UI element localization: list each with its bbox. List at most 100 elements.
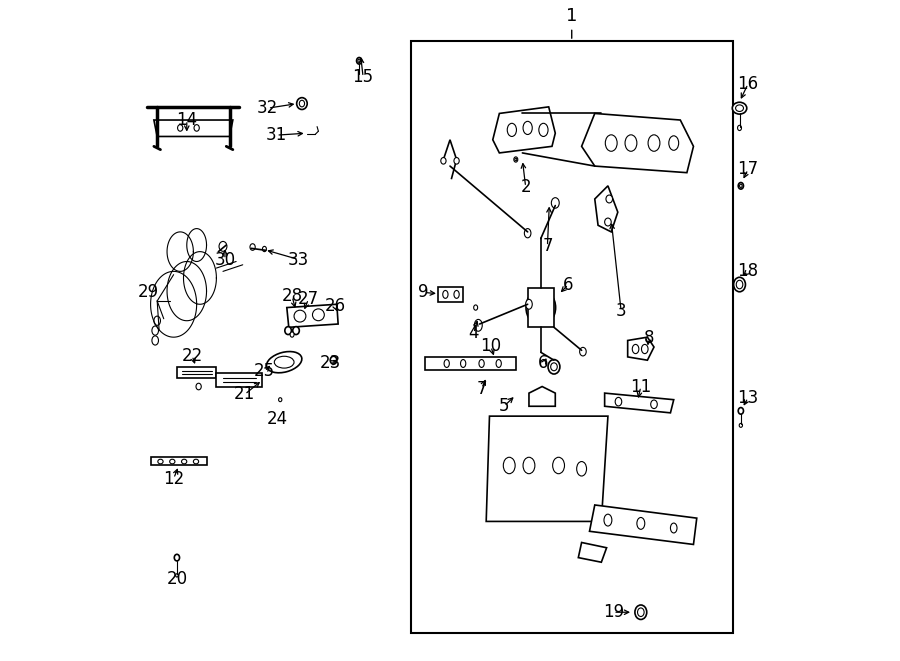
- Ellipse shape: [637, 608, 644, 617]
- Polygon shape: [529, 387, 555, 407]
- Ellipse shape: [473, 305, 478, 310]
- Ellipse shape: [669, 136, 679, 150]
- Polygon shape: [486, 416, 608, 522]
- Ellipse shape: [292, 327, 300, 334]
- Text: 25: 25: [254, 362, 275, 380]
- Text: 28: 28: [282, 288, 302, 305]
- Text: 33: 33: [288, 251, 310, 268]
- Ellipse shape: [196, 383, 202, 390]
- Ellipse shape: [616, 397, 622, 406]
- Ellipse shape: [300, 100, 304, 107]
- Ellipse shape: [526, 290, 555, 326]
- Ellipse shape: [637, 518, 644, 529]
- Polygon shape: [154, 120, 233, 136]
- Text: 23: 23: [320, 354, 341, 373]
- Polygon shape: [581, 114, 694, 173]
- Polygon shape: [579, 543, 607, 563]
- Ellipse shape: [625, 135, 637, 151]
- Ellipse shape: [514, 157, 518, 162]
- Polygon shape: [527, 288, 554, 327]
- Ellipse shape: [605, 218, 611, 226]
- Ellipse shape: [606, 195, 613, 203]
- Ellipse shape: [525, 229, 531, 238]
- Text: 19: 19: [603, 603, 624, 621]
- Text: 10: 10: [481, 337, 501, 356]
- Ellipse shape: [670, 523, 677, 533]
- Ellipse shape: [633, 344, 639, 354]
- Text: 6: 6: [538, 354, 549, 373]
- Text: 12: 12: [163, 470, 184, 488]
- Ellipse shape: [532, 296, 550, 319]
- Text: 4: 4: [468, 325, 479, 342]
- Ellipse shape: [503, 457, 515, 474]
- Text: 15: 15: [353, 68, 374, 86]
- Text: 9: 9: [418, 284, 429, 301]
- Ellipse shape: [740, 184, 742, 188]
- Ellipse shape: [580, 348, 586, 356]
- Ellipse shape: [358, 59, 361, 62]
- Ellipse shape: [294, 310, 306, 322]
- Ellipse shape: [479, 360, 484, 368]
- Text: 16: 16: [737, 75, 759, 93]
- Ellipse shape: [606, 135, 617, 151]
- Ellipse shape: [443, 290, 448, 298]
- Ellipse shape: [441, 157, 446, 164]
- Ellipse shape: [552, 198, 559, 208]
- Ellipse shape: [290, 332, 294, 337]
- Text: 13: 13: [737, 389, 759, 407]
- Ellipse shape: [158, 459, 163, 464]
- Ellipse shape: [152, 336, 158, 345]
- Polygon shape: [438, 286, 464, 302]
- Text: 17: 17: [737, 161, 759, 178]
- Text: 27: 27: [298, 290, 320, 308]
- Polygon shape: [216, 373, 263, 387]
- Text: 24: 24: [267, 410, 288, 428]
- Ellipse shape: [651, 400, 657, 408]
- Ellipse shape: [356, 58, 362, 64]
- Ellipse shape: [642, 344, 648, 354]
- Ellipse shape: [523, 122, 532, 134]
- Ellipse shape: [250, 244, 256, 251]
- Text: 14: 14: [176, 111, 197, 129]
- Ellipse shape: [154, 316, 160, 325]
- Text: 29: 29: [138, 284, 159, 301]
- Ellipse shape: [577, 461, 587, 476]
- Text: 11: 11: [630, 377, 652, 395]
- Ellipse shape: [176, 574, 178, 577]
- Polygon shape: [493, 107, 555, 153]
- Ellipse shape: [297, 98, 307, 110]
- Text: 18: 18: [737, 262, 759, 280]
- Ellipse shape: [733, 102, 747, 114]
- Ellipse shape: [219, 241, 227, 251]
- Text: 8: 8: [644, 329, 654, 348]
- Ellipse shape: [194, 125, 199, 131]
- Polygon shape: [605, 393, 674, 413]
- Ellipse shape: [444, 360, 449, 368]
- Ellipse shape: [175, 555, 179, 561]
- Ellipse shape: [738, 408, 743, 414]
- Ellipse shape: [170, 459, 175, 464]
- Polygon shape: [150, 457, 206, 465]
- Ellipse shape: [634, 605, 647, 619]
- Text: 20: 20: [167, 570, 188, 588]
- Ellipse shape: [194, 459, 199, 464]
- Ellipse shape: [738, 182, 743, 189]
- Ellipse shape: [739, 424, 742, 427]
- Polygon shape: [590, 505, 697, 545]
- Text: 32: 32: [257, 99, 278, 117]
- Polygon shape: [177, 367, 216, 378]
- Text: 2: 2: [520, 178, 531, 196]
- Text: 22: 22: [182, 346, 202, 365]
- Ellipse shape: [263, 247, 266, 252]
- Ellipse shape: [279, 398, 282, 402]
- Ellipse shape: [738, 126, 742, 131]
- Ellipse shape: [735, 105, 743, 112]
- Ellipse shape: [736, 280, 742, 289]
- Ellipse shape: [274, 356, 294, 368]
- Ellipse shape: [330, 356, 337, 364]
- Text: 6: 6: [563, 276, 573, 293]
- Ellipse shape: [284, 327, 292, 334]
- Ellipse shape: [177, 125, 183, 131]
- Text: 3: 3: [616, 302, 626, 320]
- Ellipse shape: [523, 457, 535, 474]
